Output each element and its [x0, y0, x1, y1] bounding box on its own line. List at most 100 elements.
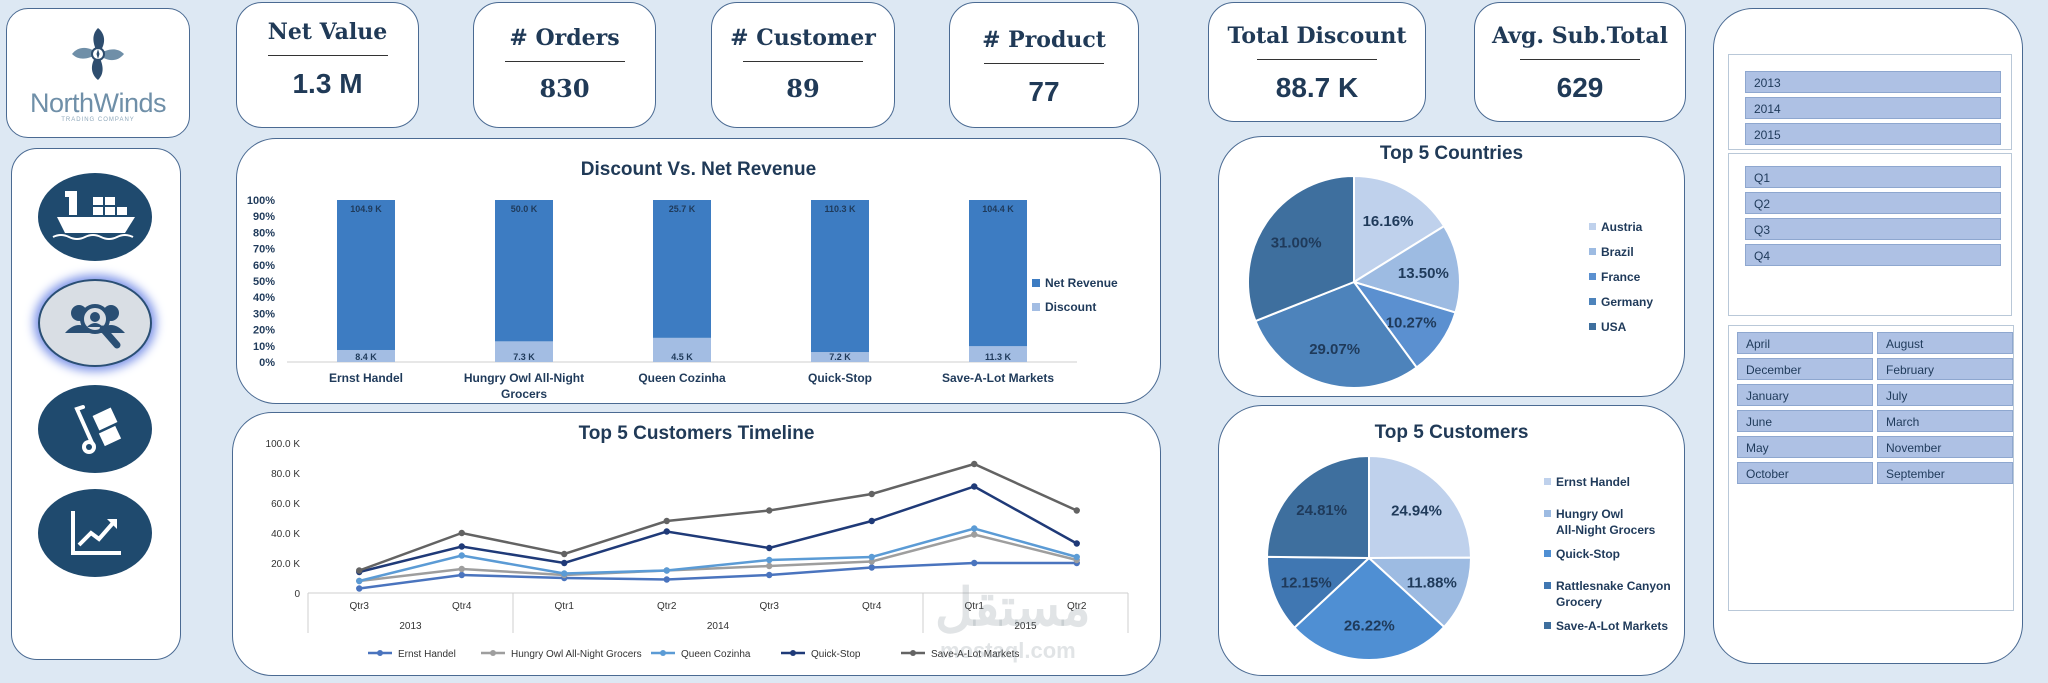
month-october[interactable]: October [1737, 462, 1873, 484]
quarter-q1[interactable]: Q1 [1745, 166, 2001, 188]
month-july[interactable]: July [1877, 384, 2013, 406]
pie-slice [1293, 556, 1446, 661]
series-point [868, 517, 875, 525]
kpi-title: Total Discount [1227, 23, 1407, 49]
customers-title: Top 5 Customers [1374, 422, 1529, 443]
kpi-value: 1.3 M [292, 68, 363, 99]
month-december[interactable]: December [1737, 358, 1873, 380]
filter-panel: 2013 2014 2015 Q1 Q2 Q3 Q4 April August De… [1713, 8, 2023, 664]
month-june[interactable]: June [1737, 410, 1873, 432]
bar-discount [969, 346, 1027, 362]
y-tick-label: 100.0 K [266, 439, 301, 450]
countries-pie-chart: 16.16% 13.50% 10.27% 29.07% 31.00% Austria Bra… [1247, 174, 1653, 389]
customers-panel: Top 5 Customers 24.94% 11.88% 26.22% 12.15%… [1218, 405, 1685, 676]
legend-label: Rattlesnake Canyon [1556, 579, 1671, 593]
y-tick-label: 60.0 K [271, 499, 300, 510]
series-point [458, 571, 465, 579]
y-tick-label: 0 [294, 589, 300, 600]
kpi-divider [743, 61, 863, 62]
month-august[interactable]: August [1877, 332, 2013, 354]
legend-label: All-Night Grocers [1556, 523, 1656, 537]
legend-swatch [1032, 303, 1040, 311]
legend-swatch [1589, 248, 1596, 255]
kpi-title: # Product [982, 27, 1106, 53]
legend-label: Queen Cozinha [681, 649, 751, 660]
series-line [359, 561, 1077, 590]
kpi-value: 629 [1556, 72, 1604, 103]
legend-label: Germany [1601, 295, 1653, 309]
kpi-divider [1520, 59, 1640, 60]
timeline-chart: 0 20.0 K 40.0 K 60.0 K 80.0 K 100.0 K Qtr3 Qtr4… [266, 439, 1129, 660]
pie-value-label: 24.81% [1296, 502, 1347, 519]
pie-slice [1368, 454, 1473, 560]
bar-discount [653, 337, 711, 362]
month-november[interactable]: November [1877, 436, 2013, 458]
pie-value-label: 31.00% [1271, 235, 1322, 252]
legend-swatch [1589, 323, 1596, 330]
quarter-q3[interactable]: Q3 [1745, 218, 2001, 240]
series-line [359, 533, 1078, 583]
discount-revenue-title: Discount Vs. Net Revenue [580, 159, 817, 180]
legend-swatch [1544, 510, 1551, 517]
quarter-q2[interactable]: Q2 [1745, 192, 2001, 214]
series-point [663, 528, 670, 535]
kpi-title: Avg. Sub.Total [1492, 23, 1668, 49]
series-point [663, 517, 670, 525]
series-point [971, 525, 978, 532]
x-tick-label: Grocers [501, 387, 547, 401]
watermark-latin: mostaql.com [940, 638, 1076, 663]
series-point [766, 556, 773, 564]
bar-net-revenue [495, 200, 553, 342]
legend-swatch [1589, 223, 1596, 230]
y-tick-label: 50% [253, 276, 275, 288]
countries-panel: Top 5 Countries 16.16% 13.50% 10.27% 29.07%… [1218, 136, 1685, 397]
nav-products-button[interactable] [38, 385, 152, 473]
bar-discount [495, 341, 553, 362]
month-may[interactable]: May [1737, 436, 1873, 458]
month-january[interactable]: January [1737, 384, 1873, 406]
series-point [868, 558, 875, 565]
nav-shipping-button[interactable] [38, 173, 152, 261]
month-march[interactable]: March [1877, 410, 2013, 432]
x-tick-label: Qtr2 [1067, 601, 1087, 612]
month-february[interactable]: February [1877, 358, 2013, 380]
pie-slice [1351, 224, 1461, 314]
x-tick-label: Qtr4 [862, 601, 882, 612]
legend-swatch [1544, 550, 1551, 557]
legend-label: France [1601, 270, 1641, 284]
kpi-total-discount: Total Discount 88.7 K [1208, 2, 1426, 122]
timeline-panel: Top 5 Customers Timeline 0 20.0 K 40.0 K 60… [232, 412, 1161, 676]
pie-slice [1366, 556, 1472, 629]
trend-chart-icon [71, 511, 121, 555]
pie-slice [1266, 555, 1372, 630]
y-tick-label: 100% [247, 195, 275, 207]
year-2013[interactable]: 2013 [1745, 71, 2001, 93]
month-april[interactable]: April [1737, 332, 1873, 354]
year-2014[interactable]: 2014 [1745, 97, 2001, 119]
y-tick-label: 20.0 K [271, 559, 300, 570]
nav-customers-button[interactable] [38, 279, 152, 367]
kpi-value: 89 [786, 74, 820, 103]
countries-title: Top 5 Countries [1379, 143, 1524, 164]
y-tick-label: 40% [253, 292, 275, 304]
y-tick-label: 80.0 K [271, 469, 300, 480]
quarter-q4[interactable]: Q4 [1745, 244, 2001, 266]
kpi-net-value: Net Value 1.3 M [236, 2, 419, 128]
series-point [561, 570, 568, 577]
x-tick-label: Qtr4 [452, 601, 472, 612]
northwinds-logo-icon [72, 27, 124, 80]
series-point [868, 553, 875, 561]
bar-value-label: 11.3 K [985, 352, 1012, 362]
kpi-divider [504, 61, 625, 62]
series-point [458, 543, 465, 550]
year-2015[interactable]: 2015 [1745, 123, 2001, 145]
series-line [358, 485, 1078, 574]
bar-net-revenue [653, 200, 711, 338]
legend-swatch [1544, 582, 1551, 589]
y-tick-label: 90% [253, 211, 275, 223]
pie-value-label: 10.27% [1386, 314, 1437, 331]
bar-value-label: 8.4 K [355, 352, 377, 362]
month-september[interactable]: September [1877, 462, 2013, 484]
nav-trends-button[interactable] [38, 489, 152, 577]
y-tick-label: 60% [253, 260, 275, 272]
